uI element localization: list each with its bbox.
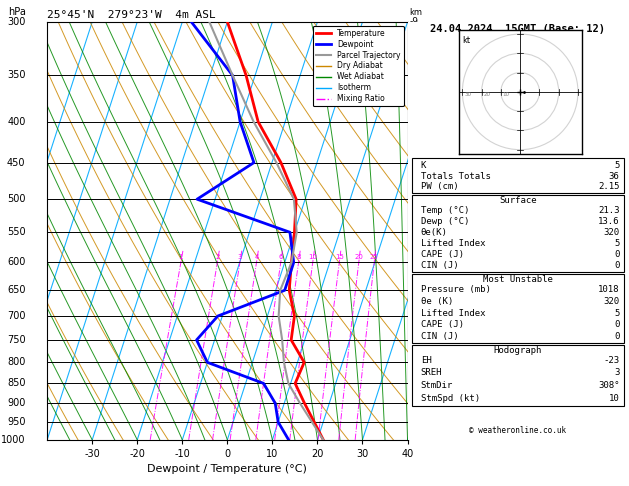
FancyBboxPatch shape [412,345,624,406]
Text: 4: 4 [254,254,259,260]
Text: 308°: 308° [598,381,620,390]
Text: 20: 20 [354,254,363,260]
Text: -8: -8 [409,71,418,80]
Text: Mixing Ratio (g/kg): Mixing Ratio (g/kg) [450,191,459,271]
Text: Most Unstable: Most Unstable [483,275,553,284]
Text: PW (cm): PW (cm) [421,182,459,191]
Text: 8: 8 [296,254,301,260]
Text: 15: 15 [335,254,343,260]
Text: 24.04.2024  15GMT (Base: 12): 24.04.2024 15GMT (Base: 12) [430,24,606,34]
Text: 5: 5 [614,239,620,248]
Text: ASL: ASL [409,23,425,32]
Text: 2: 2 [215,254,220,260]
Text: -3: -3 [409,312,418,320]
Text: StmSpd (kt): StmSpd (kt) [421,394,480,402]
Text: 25°45'N  279°23'W  4m ASL: 25°45'N 279°23'W 4m ASL [47,10,216,20]
Text: © weatheronline.co.uk: © weatheronline.co.uk [469,426,567,435]
Text: CIN (J): CIN (J) [421,332,459,341]
Text: 850: 850 [7,379,26,388]
Text: Pressure (mb): Pressure (mb) [421,285,491,295]
Text: -4: -4 [409,258,418,267]
Text: 700: 700 [7,311,26,321]
Text: -5: -5 [409,228,418,237]
Text: θe (K): θe (K) [421,297,453,306]
Text: 3: 3 [614,368,620,378]
Text: Dewp (°C): Dewp (°C) [421,217,469,226]
Text: 900: 900 [7,398,26,408]
Text: 25: 25 [370,254,379,260]
Text: km: km [409,8,422,17]
Text: 350: 350 [7,70,26,80]
Text: -1LCL: -1LCL [409,399,435,408]
Text: 0: 0 [614,320,620,330]
Text: hPa: hPa [8,7,26,17]
Text: 800: 800 [7,357,26,367]
Text: 1018: 1018 [598,285,620,295]
FancyBboxPatch shape [412,274,624,343]
Text: 10: 10 [308,254,317,260]
Text: Lifted Index: Lifted Index [421,309,486,318]
Text: 950: 950 [7,417,26,427]
Text: 0: 0 [614,250,620,259]
Text: Lifted Index: Lifted Index [421,239,486,248]
Text: 450: 450 [7,157,26,168]
Text: 750: 750 [7,335,26,345]
Text: 600: 600 [7,258,26,267]
Text: -6: -6 [409,195,418,204]
Text: CAPE (J): CAPE (J) [421,320,464,330]
X-axis label: Dewpoint / Temperature (°C): Dewpoint / Temperature (°C) [147,465,308,474]
Text: 2.15: 2.15 [598,182,620,191]
Text: 650: 650 [7,285,26,295]
Text: -9: -9 [409,17,418,26]
Text: 1: 1 [179,254,183,260]
Text: Totals Totals: Totals Totals [421,172,491,181]
FancyBboxPatch shape [412,157,624,193]
Text: EH: EH [421,356,431,365]
Text: CAPE (J): CAPE (J) [421,250,464,259]
Text: 320: 320 [603,228,620,237]
Text: Hodograph: Hodograph [494,346,542,355]
Text: 5: 5 [614,309,620,318]
Text: -2: -2 [409,358,418,367]
Text: -23: -23 [603,356,620,365]
FancyBboxPatch shape [412,195,624,272]
Text: 6: 6 [279,254,283,260]
Text: 1000: 1000 [1,435,26,445]
Text: 10: 10 [609,394,620,402]
Text: CIN (J): CIN (J) [421,260,459,270]
Text: 0: 0 [614,260,620,270]
Text: 13.6: 13.6 [598,217,620,226]
Text: -7: -7 [409,117,418,126]
Text: 320: 320 [603,297,620,306]
Text: 3: 3 [238,254,242,260]
Text: Temp (°C): Temp (°C) [421,206,469,215]
Text: 0: 0 [614,332,620,341]
Legend: Temperature, Dewpoint, Parcel Trajectory, Dry Adiabat, Wet Adiabat, Isotherm, Mi: Temperature, Dewpoint, Parcel Trajectory… [313,26,404,106]
Text: K: K [421,161,426,170]
Text: 5: 5 [614,161,620,170]
Text: 400: 400 [7,117,26,127]
Text: Surface: Surface [499,196,537,205]
Text: 21.3: 21.3 [598,206,620,215]
Text: SREH: SREH [421,368,442,378]
Text: 36: 36 [609,172,620,181]
Text: θe(K): θe(K) [421,228,448,237]
Text: StmDir: StmDir [421,381,453,390]
Text: 550: 550 [7,227,26,237]
Text: 300: 300 [7,17,26,27]
Text: 500: 500 [7,194,26,204]
